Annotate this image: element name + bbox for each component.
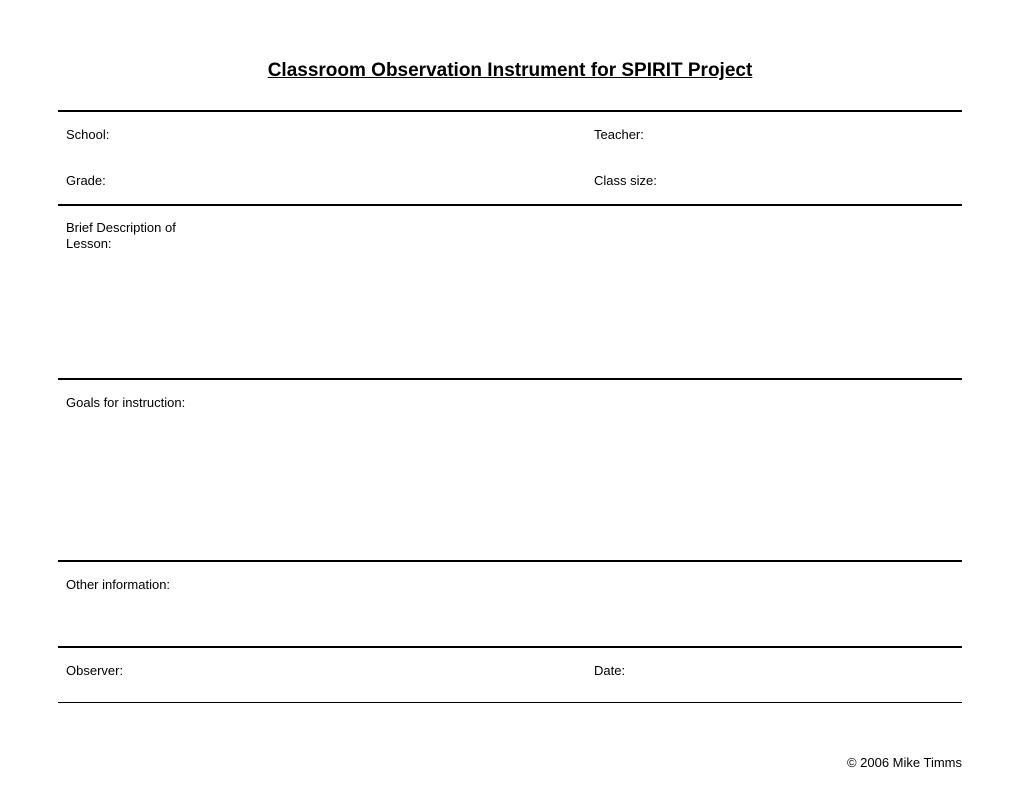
- label-lesson-description: Brief Description of Lesson:: [66, 220, 196, 253]
- row-observer-date: Observer: Date:: [58, 648, 962, 702]
- field-observer: Observer:: [66, 662, 594, 680]
- field-teacher: Teacher:: [594, 126, 962, 144]
- page-title: Classroom Observation Instrument for SPI…: [58, 60, 962, 82]
- section-other-information: Other information:: [58, 562, 962, 646]
- row-school-teacher: School: Teacher:: [58, 112, 962, 158]
- label-goals: Goals for instruction:: [66, 395, 185, 410]
- field-school: School:: [66, 126, 594, 144]
- label-teacher: Teacher:: [594, 127, 644, 142]
- section-lesson-description: Brief Description of Lesson:: [58, 206, 962, 378]
- field-classsize: Class size:: [594, 172, 962, 190]
- label-observer: Observer:: [66, 663, 123, 678]
- label-classsize: Class size:: [594, 173, 657, 188]
- label-grade: Grade:: [66, 173, 106, 188]
- field-date: Date:: [594, 662, 962, 680]
- section-goals: Goals for instruction:: [58, 380, 962, 560]
- divider: [58, 702, 962, 703]
- row-grade-classsize: Grade: Class size:: [58, 158, 962, 204]
- label-other: Other information:: [66, 577, 170, 592]
- observation-form-page: Classroom Observation Instrument for SPI…: [0, 0, 1020, 788]
- label-date: Date:: [594, 663, 625, 678]
- field-grade: Grade:: [66, 172, 594, 190]
- footer-copyright: © 2006 Mike Timms: [847, 755, 962, 770]
- label-school: School:: [66, 127, 109, 142]
